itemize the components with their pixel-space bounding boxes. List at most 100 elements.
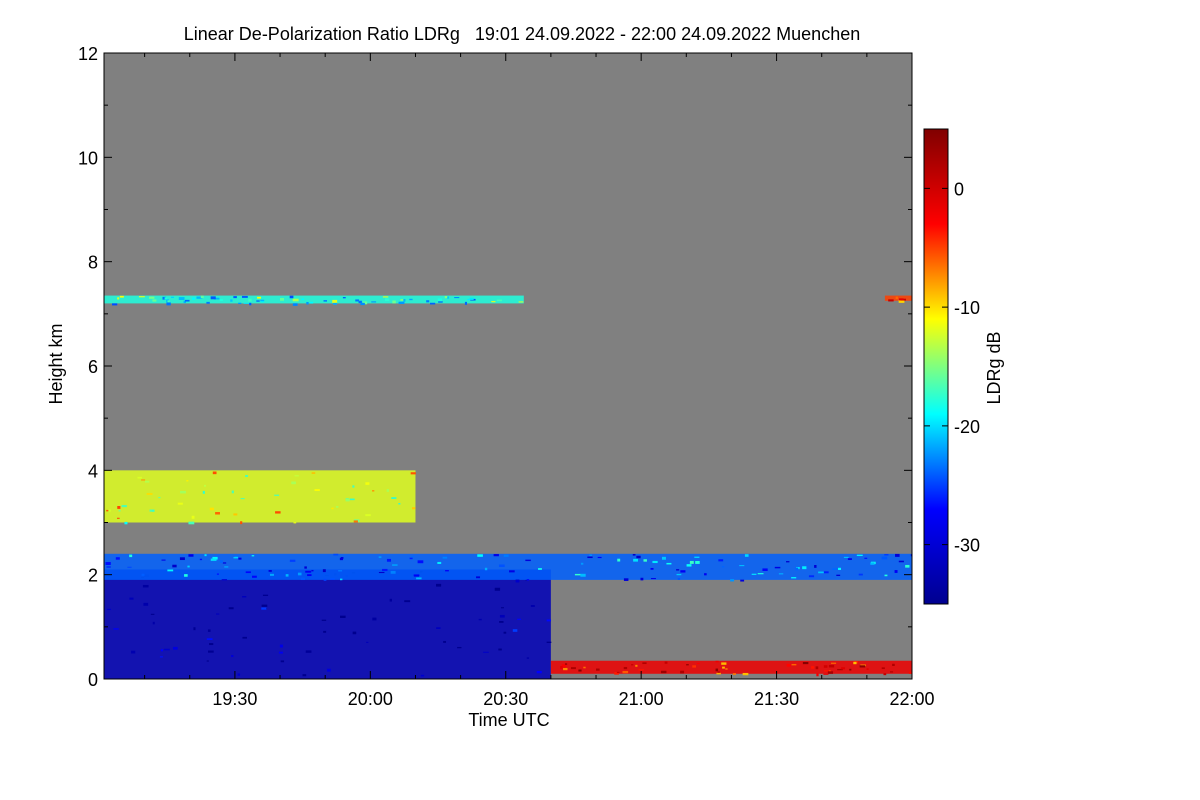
heatmap-cell bbox=[650, 578, 656, 580]
heatmap-cell bbox=[297, 572, 302, 576]
heatmap-cell bbox=[352, 485, 355, 488]
heatmap-cell bbox=[715, 660, 719, 663]
heatmap-cell bbox=[815, 666, 819, 670]
heatmap-cell bbox=[216, 573, 219, 575]
heatmap-cell bbox=[717, 671, 720, 674]
heatmap-cell bbox=[560, 665, 563, 669]
heatmap-cell bbox=[898, 298, 904, 301]
heatmap-cell bbox=[311, 569, 314, 572]
heatmap-cell bbox=[180, 490, 186, 494]
heatmap-cell bbox=[905, 564, 910, 568]
heatmap-cell bbox=[279, 644, 283, 648]
heatmap-cell bbox=[382, 568, 388, 572]
heatmap-cell bbox=[158, 496, 161, 499]
heatmap-cell bbox=[483, 651, 489, 653]
heatmap-cell bbox=[686, 564, 692, 567]
heatmap-cell bbox=[866, 668, 869, 670]
heatmap-cell bbox=[294, 475, 299, 477]
heatmap-cell bbox=[339, 557, 344, 561]
heatmap-cell bbox=[131, 650, 136, 654]
heatmap-cell bbox=[661, 556, 666, 560]
heatmap-cell bbox=[146, 493, 153, 495]
heatmap-cell bbox=[187, 565, 190, 568]
heatmap-cell bbox=[578, 669, 582, 672]
heatmap-cell bbox=[843, 556, 849, 558]
heatmap-cell bbox=[757, 573, 764, 575]
heatmap-cell bbox=[898, 299, 905, 303]
colorbar-gradient bbox=[923, 128, 949, 605]
heatmap-cell bbox=[372, 617, 377, 621]
heatmap-cell bbox=[589, 554, 592, 557]
x-tick-label: 22:00 bbox=[889, 689, 934, 709]
heatmap-cell bbox=[191, 297, 196, 300]
heatmap-cell bbox=[352, 631, 357, 635]
heatmap-cell bbox=[269, 573, 274, 576]
heatmap-cell bbox=[105, 562, 111, 566]
heatmap-cell bbox=[204, 554, 207, 557]
heatmap-cell bbox=[417, 560, 424, 564]
heatmap-cell bbox=[512, 629, 518, 632]
heatmap-cell bbox=[638, 669, 645, 671]
heatmap-cell bbox=[410, 472, 416, 475]
heatmap-cell bbox=[849, 668, 852, 671]
heatmap-cell bbox=[633, 558, 638, 562]
heatmap-cell bbox=[191, 515, 195, 519]
heatmap-cell bbox=[795, 567, 799, 571]
heatmap-cell bbox=[546, 641, 552, 643]
heatmap-cell bbox=[178, 297, 185, 300]
heatmap-cell bbox=[221, 579, 227, 581]
heatmap-cell bbox=[778, 573, 784, 575]
heatmap-cell bbox=[172, 564, 177, 568]
heatmap-cell bbox=[791, 576, 797, 579]
heatmap-cell bbox=[491, 301, 496, 303]
heatmap-cell bbox=[808, 575, 815, 578]
heatmap-cell bbox=[183, 300, 186, 304]
heatmap-cell bbox=[161, 559, 166, 561]
heatmap-cell bbox=[499, 614, 505, 618]
colorbar-tick-label: -10 bbox=[954, 298, 980, 318]
colorbar-tick-label: -30 bbox=[954, 536, 980, 556]
x-tick-label: 21:00 bbox=[619, 689, 664, 709]
heatmap-cell bbox=[304, 566, 307, 569]
heatmap-cell bbox=[392, 564, 398, 566]
heatmap-cell bbox=[525, 559, 531, 562]
heatmap-cell bbox=[188, 554, 194, 557]
heatmap-cell bbox=[616, 671, 620, 673]
heatmap-cell bbox=[437, 298, 443, 302]
heatmap-cell bbox=[382, 296, 389, 298]
heatmap-cell bbox=[642, 662, 647, 665]
heatmap-cell bbox=[196, 296, 203, 299]
heatmap-cell bbox=[437, 561, 442, 564]
heatmap-cell bbox=[652, 560, 658, 564]
heatmap-cell bbox=[177, 502, 183, 505]
heatmap-cell bbox=[213, 297, 220, 300]
heatmap-cell bbox=[718, 559, 724, 562]
heatmap-cell bbox=[811, 666, 815, 669]
heatmap-cell bbox=[365, 482, 370, 485]
heatmap-cell bbox=[894, 570, 898, 573]
heatmap-cell bbox=[853, 661, 857, 665]
heatmap-cell bbox=[884, 295, 912, 301]
heatmap-cell bbox=[494, 587, 501, 591]
heatmap-cell bbox=[503, 631, 507, 634]
heatmap-cell bbox=[744, 554, 749, 557]
heatmap-cell bbox=[118, 509, 121, 512]
heatmap-cell bbox=[251, 575, 257, 578]
heatmap-cell bbox=[910, 554, 912, 557]
heatmap-cell bbox=[233, 296, 237, 299]
heatmap-cell bbox=[454, 296, 460, 299]
heatmap-cell bbox=[311, 472, 316, 474]
heatmap-cell bbox=[837, 668, 843, 671]
heatmap-cell bbox=[391, 497, 397, 499]
heatmap-cell bbox=[496, 299, 502, 302]
heatmap-cell bbox=[141, 573, 145, 576]
heatmap-cell bbox=[841, 667, 846, 670]
heatmap-cell bbox=[660, 670, 667, 674]
heatmap-cell bbox=[515, 579, 520, 583]
heatmap-cell bbox=[289, 559, 296, 562]
heatmap-cell bbox=[429, 302, 436, 305]
heatmap-cell bbox=[786, 663, 791, 667]
heatmap-cell bbox=[503, 554, 509, 557]
heatmap-cell bbox=[493, 554, 499, 557]
heatmap-cell bbox=[212, 556, 218, 560]
